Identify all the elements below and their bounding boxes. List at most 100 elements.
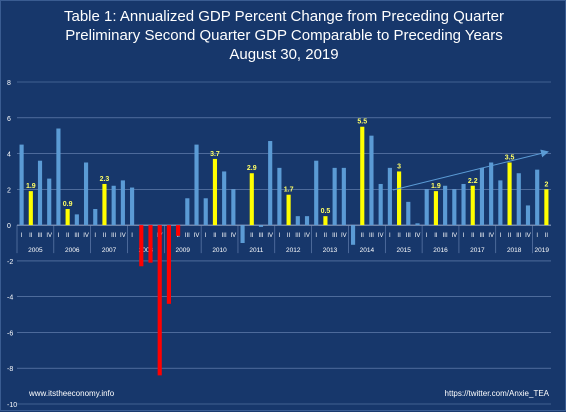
quarter-label: III bbox=[38, 233, 43, 239]
quarter-label: III bbox=[443, 233, 448, 239]
bar bbox=[489, 162, 494, 226]
year-label: 2018 bbox=[507, 247, 522, 254]
data-label: 5.5 bbox=[357, 119, 367, 126]
data-label: 3.7 bbox=[210, 151, 220, 158]
quarter-label: I bbox=[389, 233, 391, 239]
data-label: 1.9 bbox=[431, 183, 441, 190]
quarter-label: IV bbox=[46, 233, 52, 239]
quarter-label: II bbox=[176, 233, 180, 239]
quarter-label: II bbox=[508, 233, 512, 239]
bar bbox=[130, 187, 135, 226]
year-label: 2013 bbox=[323, 247, 338, 254]
bar bbox=[268, 141, 273, 226]
bar bbox=[19, 144, 24, 226]
quarter-label: III bbox=[406, 233, 411, 239]
quarter-label: I bbox=[58, 233, 60, 239]
quarter-label: I bbox=[463, 233, 465, 239]
bar bbox=[102, 183, 107, 226]
bar bbox=[535, 169, 540, 226]
quarter-label: I bbox=[131, 233, 133, 239]
bar bbox=[176, 225, 181, 236]
year-label: 2009 bbox=[175, 247, 190, 254]
bar bbox=[194, 144, 199, 226]
bar bbox=[37, 160, 43, 226]
data-label: 2.3 bbox=[100, 176, 110, 183]
bar bbox=[397, 171, 402, 226]
bar bbox=[56, 128, 61, 226]
bar bbox=[47, 178, 52, 226]
year-label: 2010 bbox=[212, 247, 227, 254]
bar bbox=[231, 189, 236, 226]
bar bbox=[65, 209, 70, 226]
bar bbox=[93, 209, 98, 226]
bar bbox=[452, 189, 457, 226]
year-label: 2008 bbox=[139, 247, 154, 254]
y-tick-label: 4 bbox=[7, 152, 11, 159]
quarter-label: II bbox=[29, 233, 33, 239]
bar bbox=[433, 191, 438, 226]
bar bbox=[378, 183, 383, 226]
year-label: 2017 bbox=[470, 247, 485, 254]
bar bbox=[83, 162, 89, 226]
quarter-label: I bbox=[205, 233, 207, 239]
data-label: 0.5 bbox=[321, 208, 331, 215]
quarter-label: III bbox=[258, 233, 263, 239]
quarter-label: III bbox=[111, 233, 116, 239]
data-label: 3 bbox=[397, 163, 401, 170]
bar bbox=[222, 171, 227, 226]
quarter-label: II bbox=[545, 233, 549, 239]
year-label: 2007 bbox=[102, 247, 117, 254]
quarter-label: II bbox=[250, 233, 254, 239]
bar bbox=[286, 194, 291, 226]
bar bbox=[240, 225, 245, 243]
quarter-label: IV bbox=[83, 233, 89, 239]
quarter-label: II bbox=[287, 233, 291, 239]
quarter-label: I bbox=[279, 233, 281, 239]
y-tick-label: -8 bbox=[7, 366, 13, 373]
y-tick-label: -10 bbox=[7, 402, 17, 409]
bar bbox=[166, 225, 171, 304]
trend-arrow bbox=[392, 149, 549, 191]
bar bbox=[507, 162, 512, 226]
bar bbox=[139, 225, 144, 267]
y-tick-label: 8 bbox=[7, 80, 11, 87]
quarter-label: III bbox=[74, 233, 79, 239]
quarter-label: III bbox=[295, 233, 300, 239]
bar bbox=[360, 126, 365, 226]
data-label: 0.9 bbox=[63, 201, 73, 208]
quarter-label: IV bbox=[378, 233, 384, 239]
year-label: 2011 bbox=[249, 247, 263, 254]
bar bbox=[332, 167, 337, 226]
quarter-label: IV bbox=[267, 233, 273, 239]
bar bbox=[461, 183, 466, 226]
bar bbox=[249, 173, 254, 226]
bar bbox=[406, 201, 411, 226]
quarter-label: I bbox=[500, 233, 502, 239]
quarter-label: III bbox=[185, 233, 190, 239]
bar bbox=[148, 225, 153, 263]
title-line-2: Preliminary Second Quarter GDP Comparabl… bbox=[65, 27, 503, 44]
year-label: 2019 bbox=[535, 247, 550, 254]
quarter-label: III bbox=[516, 233, 521, 239]
bar bbox=[212, 158, 218, 226]
y-tick-label: 6 bbox=[7, 116, 11, 123]
bar bbox=[323, 216, 328, 226]
quarter-label: III bbox=[479, 233, 484, 239]
quarter-label: IV bbox=[488, 233, 494, 239]
quarter-label: II bbox=[213, 233, 217, 239]
quarter-label: I bbox=[536, 233, 538, 239]
y-tick-label: -4 bbox=[7, 295, 13, 302]
data-labels: 1.9 0.9 2.3 3.7 2.9 1.7 0.5 5.5 3 1.9 2.2 3.5 2 bbox=[26, 119, 549, 215]
quarter-label: III bbox=[332, 233, 337, 239]
bar bbox=[185, 198, 190, 226]
year-label: 2015 bbox=[396, 247, 411, 254]
y-tick-label: -6 bbox=[7, 330, 13, 337]
bar bbox=[314, 160, 319, 226]
quarter-label: IV bbox=[341, 233, 347, 239]
source-twitter: https://twitter.com/Anxie_TEA bbox=[444, 389, 549, 398]
data-label: 2.9 bbox=[247, 165, 257, 172]
y-tick-label: 2 bbox=[7, 187, 11, 194]
grid-lines bbox=[16, 81, 551, 405]
title-line-1: Table 1: Annualized GDP Percent Change f… bbox=[64, 8, 504, 25]
